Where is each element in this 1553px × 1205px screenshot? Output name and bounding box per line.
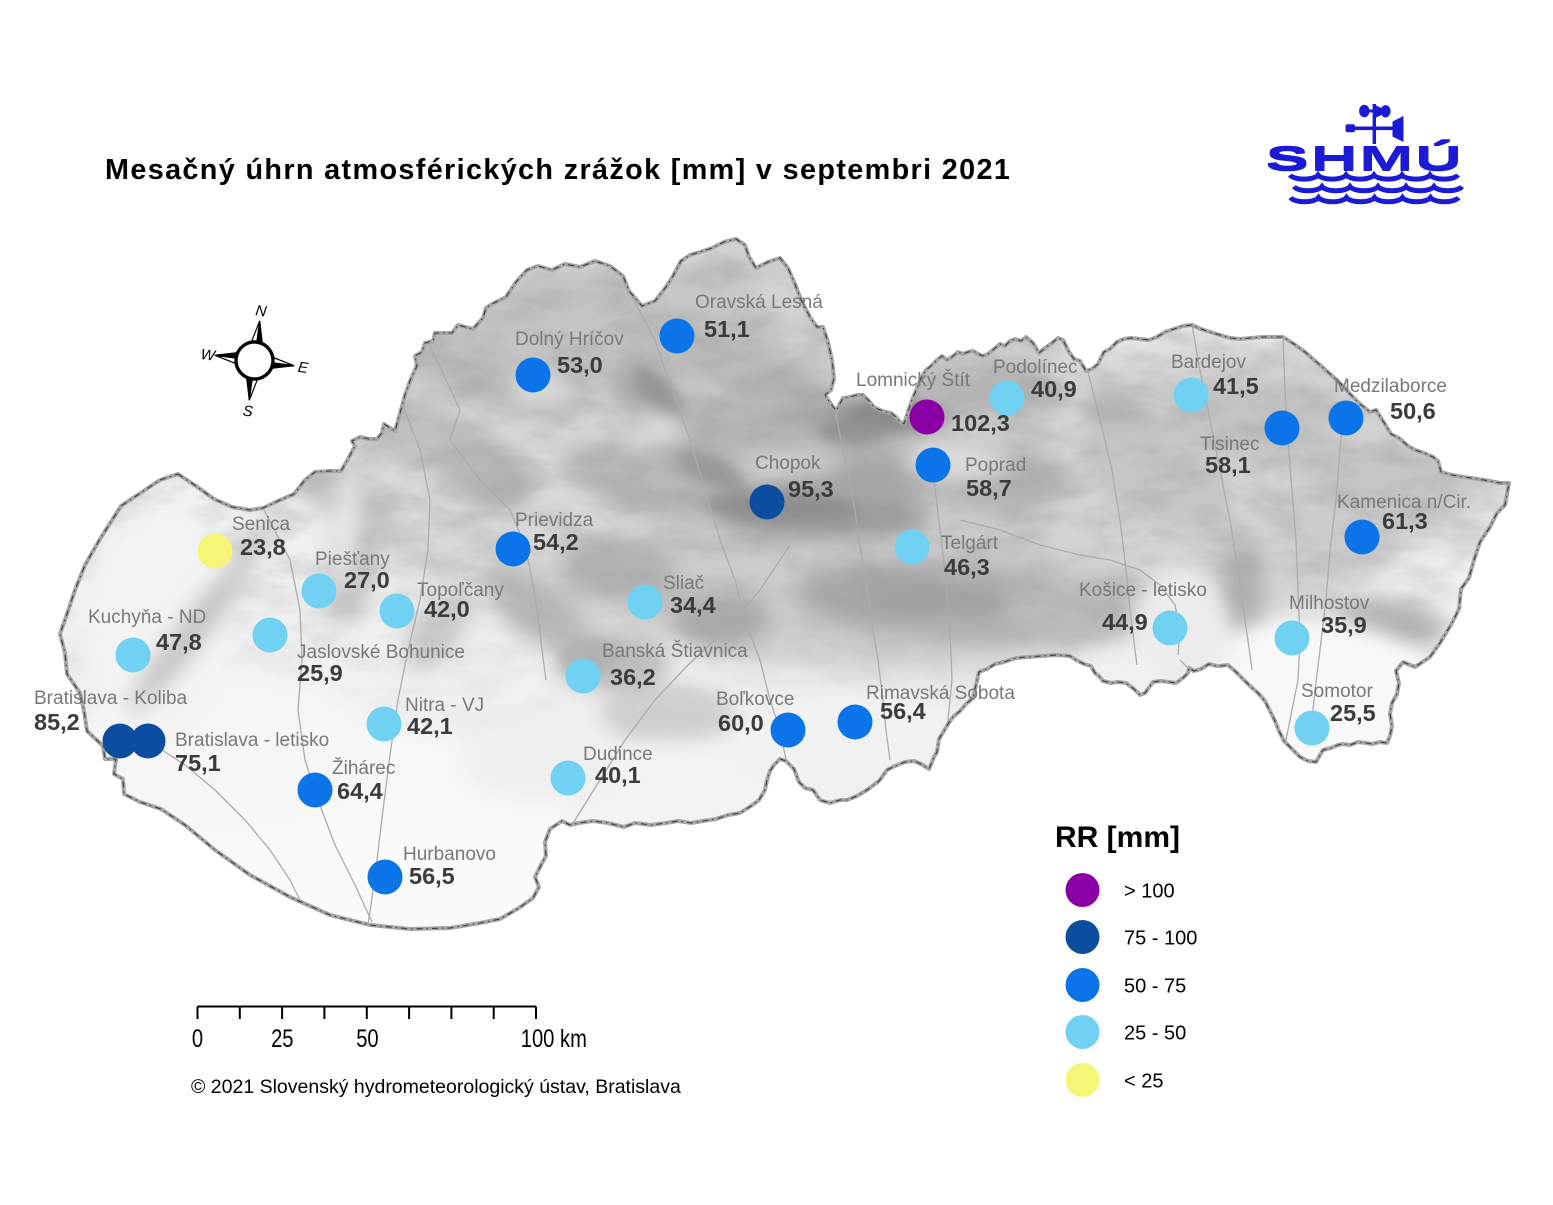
- svg-text:Podolínec: Podolínec: [993, 357, 1078, 378]
- svg-text:54,2: 54,2: [533, 529, 579, 555]
- svg-text:42,0: 42,0: [424, 596, 470, 622]
- svg-text:102,3: 102,3: [951, 410, 1010, 436]
- svg-text:Jaslovské Bohunice: Jaslovské Bohunice: [297, 642, 465, 663]
- svg-text:61,3: 61,3: [1382, 508, 1428, 534]
- svg-text:64,4: 64,4: [337, 778, 383, 804]
- svg-text:Senica: Senica: [232, 514, 291, 535]
- svg-text:SHMÚ: SHMÚ: [1266, 141, 1464, 178]
- svg-text:Topoľčany: Topoľčany: [417, 580, 504, 601]
- svg-text:58,7: 58,7: [966, 475, 1012, 501]
- svg-text:Prievidza: Prievidza: [515, 510, 594, 531]
- svg-text:Oravská Lesná: Oravská Lesná: [695, 292, 823, 313]
- svg-text:60,0: 60,0: [718, 710, 764, 736]
- svg-text:Milhostov: Milhostov: [1289, 593, 1370, 614]
- svg-text:W: W: [200, 346, 218, 365]
- svg-text:Nitra - VJ: Nitra - VJ: [405, 695, 484, 716]
- svg-text:Kamenica n/Cir.: Kamenica n/Cir.: [1337, 492, 1471, 513]
- svg-text:40,9: 40,9: [1031, 376, 1077, 402]
- svg-text:25 - 50: 25 - 50: [1124, 1023, 1186, 1045]
- svg-text:Banská Štiavnica: Banská Štiavnica: [602, 640, 748, 662]
- svg-text:Rimavská Sobota: Rimavská Sobota: [866, 683, 1015, 704]
- svg-text:Poprad: Poprad: [965, 455, 1026, 476]
- svg-text:Boľkovce: Boľkovce: [716, 689, 794, 710]
- svg-text:40,1: 40,1: [595, 762, 641, 788]
- svg-text:47,8: 47,8: [156, 629, 202, 655]
- svg-text:25,9: 25,9: [297, 660, 343, 686]
- svg-text:Dolný Hríčov: Dolný Hríčov: [515, 329, 624, 350]
- svg-text:Dudince: Dudince: [583, 744, 653, 765]
- svg-text:N: N: [254, 302, 267, 320]
- svg-text:25,5: 25,5: [1330, 700, 1376, 726]
- svg-text:58,1: 58,1: [1205, 452, 1251, 478]
- svg-text:50,6: 50,6: [1390, 398, 1436, 424]
- svg-text:S: S: [242, 402, 254, 420]
- svg-text:35,9: 35,9: [1321, 612, 1367, 638]
- svg-text:34,4: 34,4: [670, 592, 716, 618]
- svg-text:SHMÚ: SHMÚ: [1266, 139, 1464, 176]
- svg-text:44,9: 44,9: [1102, 609, 1148, 635]
- svg-text:Hurbanovo: Hurbanovo: [403, 844, 496, 865]
- svg-text:53,0: 53,0: [557, 352, 603, 378]
- svg-text:Chopok: Chopok: [755, 453, 821, 474]
- svg-text:> 100: > 100: [1124, 881, 1175, 903]
- svg-text:46,3: 46,3: [944, 554, 990, 580]
- svg-text:Piešťany: Piešťany: [315, 549, 390, 570]
- svg-text:50 - 75: 50 - 75: [1124, 976, 1186, 998]
- svg-text:0: 0: [192, 1025, 203, 1052]
- svg-text:27,0: 27,0: [344, 567, 390, 593]
- svg-text:75 - 100: 75 - 100: [1124, 928, 1197, 950]
- svg-text:100 km: 100 km: [521, 1025, 587, 1052]
- svg-text:Medzilaborce: Medzilaborce: [1334, 376, 1447, 397]
- svg-text:Mesačný úhrn atmosférických zr: Mesačný úhrn atmosférických zrážok [mm] …: [105, 154, 1011, 186]
- svg-text:50: 50: [356, 1025, 378, 1052]
- svg-text:85,2: 85,2: [34, 709, 80, 735]
- svg-text:© 2021 Slovenský hydrometeorol: © 2021 Slovenský hydrometeorologický úst…: [191, 1076, 681, 1098]
- svg-text:41,5: 41,5: [1213, 373, 1259, 399]
- svg-text:Telgárt: Telgárt: [941, 533, 999, 554]
- svg-text:56,4: 56,4: [880, 698, 926, 724]
- svg-text:Bardejov: Bardejov: [1171, 352, 1246, 373]
- svg-text:Tisinec: Tisinec: [1200, 434, 1259, 455]
- svg-text:Bratislava - letisko: Bratislava - letisko: [175, 730, 329, 751]
- svg-text:51,1: 51,1: [704, 316, 750, 342]
- svg-text:Sliač: Sliač: [663, 573, 704, 594]
- svg-text:Košice - letisko: Košice - letisko: [1079, 580, 1207, 601]
- svg-text:75,1: 75,1: [175, 750, 221, 776]
- svg-text:25: 25: [271, 1025, 293, 1052]
- svg-text:36,2: 36,2: [610, 664, 656, 690]
- svg-text:RR [mm]: RR [mm]: [1055, 821, 1180, 854]
- svg-text:E: E: [297, 359, 310, 377]
- svg-text:SHMÚ: SHMÚ: [1266, 140, 1464, 177]
- svg-text:56,5: 56,5: [409, 863, 455, 889]
- svg-text:Bratislava - Koliba: Bratislava - Koliba: [34, 688, 188, 709]
- svg-text:95,3: 95,3: [788, 476, 834, 502]
- svg-text:Žihárec: Žihárec: [332, 757, 395, 779]
- svg-text:Lomnický Štít: Lomnický Štít: [856, 369, 971, 391]
- svg-text:23,8: 23,8: [240, 534, 286, 560]
- svg-text:Kuchyňa - ND: Kuchyňa - ND: [88, 607, 206, 628]
- svg-text:42,1: 42,1: [407, 713, 453, 739]
- svg-text:< 25: < 25: [1124, 1071, 1163, 1093]
- svg-text:Somotor: Somotor: [1301, 681, 1373, 702]
